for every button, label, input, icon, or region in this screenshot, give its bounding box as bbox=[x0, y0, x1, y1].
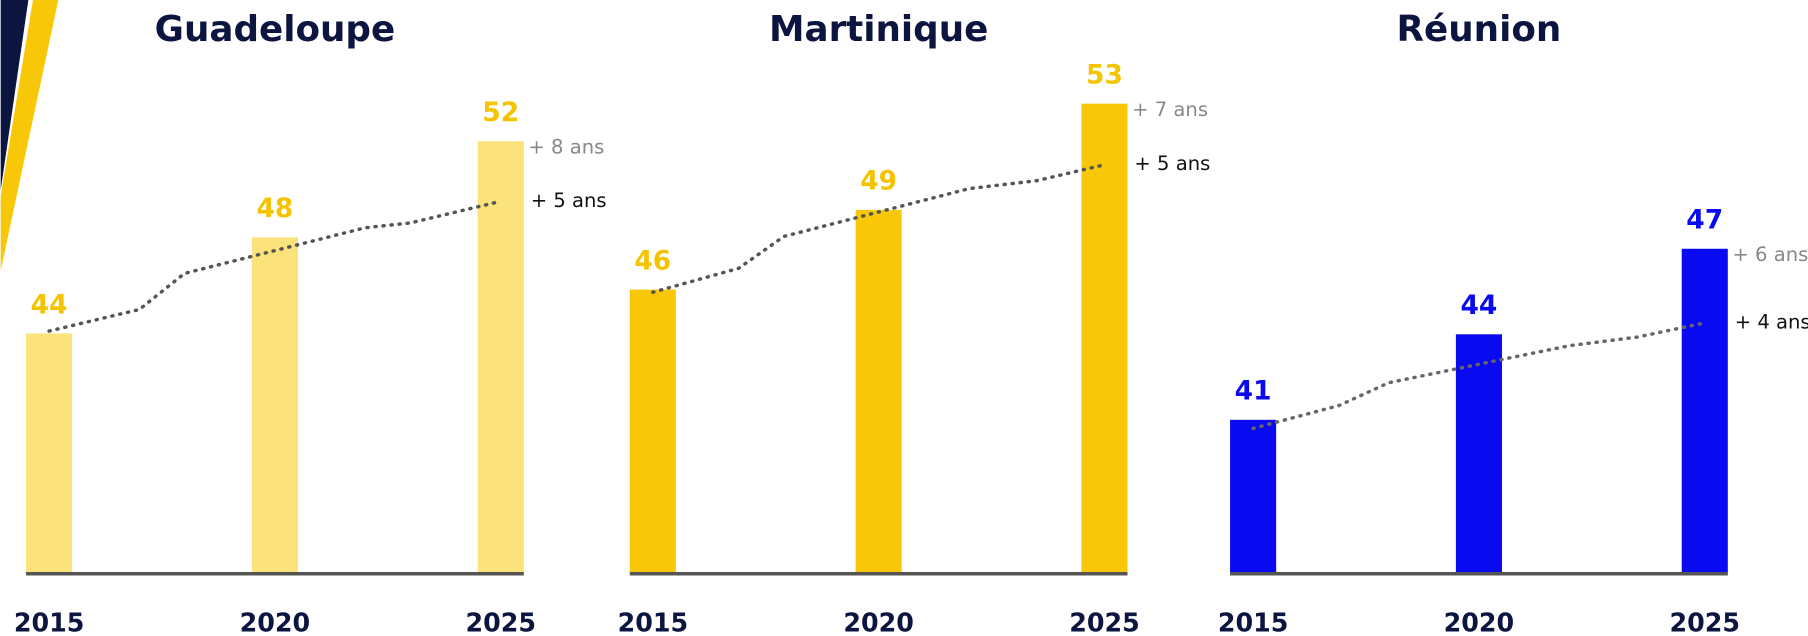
value-label: 47 bbox=[1686, 205, 1723, 236]
bar bbox=[477, 141, 524, 574]
chart-title: Martinique bbox=[769, 9, 988, 50]
bar bbox=[1081, 103, 1128, 574]
value-label: 48 bbox=[256, 193, 293, 224]
x-tick-label: 2015 bbox=[1218, 607, 1289, 636]
bar bbox=[251, 237, 298, 574]
bar bbox=[26, 333, 73, 574]
trend-line bbox=[47, 199, 503, 333]
bar bbox=[855, 209, 902, 574]
bar bbox=[629, 289, 676, 574]
decor-yellow bbox=[0, 0, 59, 271]
x-tick-label: 2025 bbox=[465, 607, 536, 636]
bar bbox=[1681, 248, 1728, 574]
trend-annotation: + 4 ans bbox=[1735, 310, 1808, 333]
chart-title: Réunion bbox=[1397, 9, 1562, 50]
value-label: 52 bbox=[482, 97, 519, 128]
value-label: 46 bbox=[634, 245, 671, 276]
trend-annotation: + 5 ans bbox=[1134, 152, 1210, 175]
value-label: 44 bbox=[31, 289, 68, 320]
x-tick-label: 2015 bbox=[618, 607, 689, 636]
x-tick-label: 2025 bbox=[1670, 607, 1741, 636]
bar-annotation: + 6 ans bbox=[1732, 243, 1808, 266]
x-tick-label: 2015 bbox=[14, 607, 85, 636]
trend-line bbox=[1251, 321, 1707, 431]
chart-title: Guadeloupe bbox=[155, 9, 396, 50]
bar-annotation: + 7 ans bbox=[1132, 98, 1208, 121]
bar bbox=[1230, 419, 1277, 574]
trend-annotation: + 5 ans bbox=[531, 189, 607, 212]
x-tick-label: 2025 bbox=[1069, 607, 1140, 636]
x-tick-label: 2020 bbox=[240, 607, 310, 636]
value-label: 44 bbox=[1460, 290, 1497, 321]
value-label: 41 bbox=[1235, 376, 1272, 407]
bar bbox=[1455, 334, 1502, 574]
value-label: 49 bbox=[860, 166, 897, 197]
x-tick-label: 2020 bbox=[1444, 607, 1515, 636]
decor-navy bbox=[0, 0, 29, 191]
trend-line bbox=[651, 163, 1107, 294]
x-tick-label: 2020 bbox=[843, 607, 913, 636]
value-label: 53 bbox=[1086, 60, 1123, 91]
bar-annotation: + 8 ans bbox=[528, 136, 604, 159]
